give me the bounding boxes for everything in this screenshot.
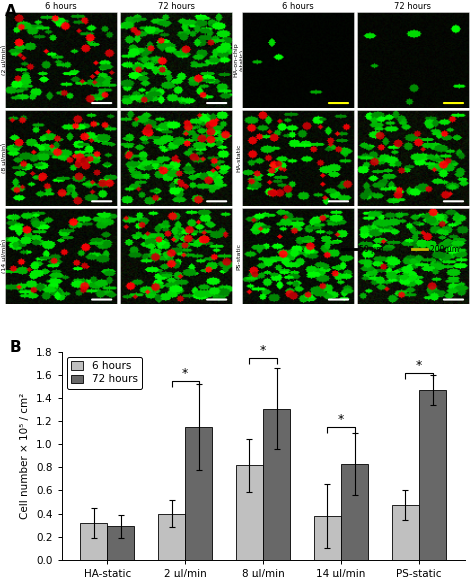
Bar: [392, 505, 419, 560]
Text: *: *: [182, 366, 188, 380]
Bar: [185, 427, 212, 560]
Y-axis label: HA-on-chip
(14 μl/min): HA-on-chip (14 μl/min): [0, 239, 8, 273]
Text: 50 μm: 50 μm: [359, 245, 383, 254]
Bar: [341, 464, 368, 560]
Y-axis label: HA-on-chip
(8 μl/min): HA-on-chip (8 μl/min): [0, 141, 8, 175]
Y-axis label: Cell number × 10⁵ / cm²: Cell number × 10⁵ / cm²: [20, 393, 30, 519]
Bar: [314, 516, 341, 560]
Text: A: A: [5, 4, 17, 19]
Text: 200 μm: 200 μm: [429, 245, 459, 254]
Title: 6 hours: 6 hours: [282, 2, 314, 11]
Title: 72 hours: 72 hours: [157, 2, 195, 11]
Y-axis label: HA-on-chip
(2 μl/min): HA-on-chip (2 μl/min): [0, 42, 8, 77]
Legend: 6 hours, 72 hours: 6 hours, 72 hours: [67, 357, 142, 389]
Bar: [236, 465, 263, 560]
Text: *: *: [416, 358, 422, 372]
Bar: [80, 523, 107, 560]
Text: *: *: [338, 413, 344, 426]
Bar: [107, 526, 135, 560]
Bar: [419, 390, 446, 560]
Text: B: B: [9, 339, 21, 354]
Text: *: *: [260, 343, 266, 357]
Y-axis label: PS-static: PS-static: [236, 243, 241, 270]
Bar: [263, 409, 291, 560]
Bar: [158, 514, 185, 560]
Title: 6 hours: 6 hours: [45, 2, 77, 11]
Y-axis label: HA-static: HA-static: [236, 144, 241, 172]
Title: 72 hours: 72 hours: [394, 2, 431, 11]
Y-axis label: HA-on-chip
(static): HA-on-chip (static): [233, 42, 244, 77]
